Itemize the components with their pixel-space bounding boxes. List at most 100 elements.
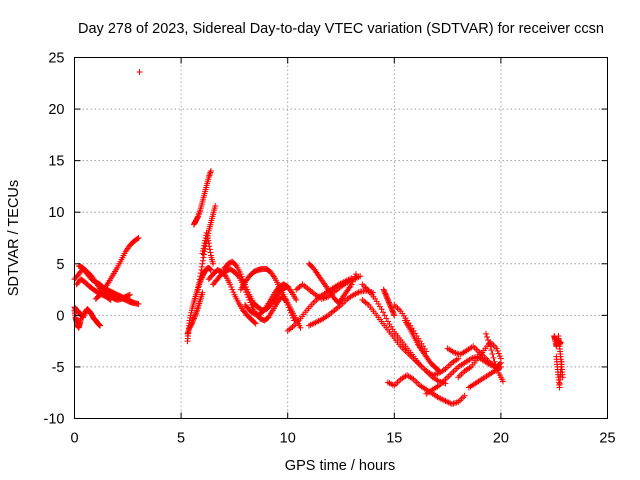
data-point-interp	[488, 347, 495, 354]
data-point-interp	[380, 309, 387, 316]
data-point	[135, 235, 142, 241]
data-point-interp	[407, 352, 414, 359]
data-point-interp	[198, 263, 205, 270]
data-point-interp	[204, 235, 211, 241]
data-point	[190, 315, 197, 322]
data-point-interp	[206, 246, 213, 253]
data-point-interp	[197, 270, 204, 277]
data-point-interp	[447, 371, 454, 378]
data-point-interp	[382, 290, 389, 297]
data-point	[455, 398, 462, 405]
data-point-interp	[196, 279, 203, 286]
data-point	[352, 271, 359, 278]
data-point-interp	[450, 400, 457, 407]
data-point-interp	[489, 351, 496, 358]
data-point	[207, 266, 214, 273]
data-point-interp	[496, 353, 503, 360]
data-point-interp	[207, 169, 214, 176]
data-point-interp	[193, 308, 200, 315]
data-point-interp	[387, 303, 394, 310]
data-point	[436, 368, 443, 375]
data-point-interp	[494, 367, 501, 374]
data-point	[455, 374, 462, 381]
data-point-interp	[198, 266, 205, 273]
data-point-interp	[192, 311, 199, 318]
data-point-interp	[381, 289, 388, 296]
plot-frame	[74, 57, 608, 419]
data-point-interp	[413, 358, 420, 365]
data-point	[131, 299, 138, 306]
data-point-interp	[383, 294, 390, 301]
data-point-interp	[383, 293, 390, 300]
data-point-interp	[492, 361, 499, 368]
data-point	[382, 291, 389, 298]
data-point-interp	[195, 283, 202, 290]
data-point-interp	[228, 283, 235, 290]
data-point	[497, 355, 504, 362]
data-point-interp	[418, 363, 425, 370]
data-point-interp	[390, 311, 397, 318]
data-point-interp	[196, 276, 203, 283]
x-tick-label: 10	[280, 431, 296, 447]
data-point-interp	[388, 304, 395, 311]
data-point-interp	[445, 373, 452, 380]
data-point-interp	[206, 171, 213, 178]
data-point	[497, 363, 504, 370]
data-point-interp	[238, 273, 245, 280]
data-point-interp	[452, 367, 459, 374]
data-point-interp	[191, 312, 198, 319]
data-point-interp	[205, 237, 212, 244]
data-point	[500, 378, 507, 385]
data-point-interp	[199, 257, 206, 264]
data-point-interp	[420, 364, 427, 371]
data-point-interp	[486, 340, 493, 347]
data-point	[455, 355, 462, 362]
y-tick-label: 0	[56, 308, 64, 324]
data-point-interp	[444, 374, 451, 381]
x-tick-label: 25	[599, 431, 615, 447]
data-point-interp	[392, 380, 399, 387]
y-axis-label: SDTVAR / TECUs	[6, 180, 22, 296]
data-point-interp	[381, 287, 388, 294]
data-point	[135, 301, 142, 308]
data-point-interp	[311, 298, 318, 305]
y-tick-label: 10	[48, 205, 64, 221]
data-point	[205, 240, 212, 247]
data-point	[199, 260, 206, 267]
data-point-interp	[389, 308, 396, 315]
data-point-interp	[460, 394, 467, 401]
data-point-interp	[194, 214, 201, 221]
data-point-interp	[388, 305, 395, 312]
data-point	[136, 68, 143, 75]
y-tick-label: 15	[48, 154, 64, 170]
data-point-interp	[190, 316, 197, 323]
y-tick-label: -5	[52, 360, 65, 376]
y-tick-label: -10	[44, 412, 65, 428]
data-point-interp	[245, 289, 252, 296]
data-point-interp	[206, 265, 213, 272]
data-point-interp	[384, 295, 391, 302]
data-point-interp	[207, 249, 214, 256]
data-point-interp	[96, 322, 103, 329]
data-point-interp	[199, 247, 206, 254]
data-point-interp	[484, 334, 491, 341]
x-tick-label: 0	[70, 431, 78, 447]
y-tick-label: 25	[48, 51, 64, 67]
data-point-interp	[456, 372, 463, 379]
data-point	[493, 345, 500, 352]
data-point-interp	[495, 350, 502, 357]
data-point-interp	[350, 276, 357, 283]
data-point	[378, 306, 385, 313]
data-point-interp	[185, 329, 192, 336]
data-point-interp	[251, 319, 258, 326]
data-point-interp	[81, 311, 88, 318]
data-point-interp	[351, 273, 358, 280]
y-tick-label: 5	[56, 257, 64, 273]
data-point-interp	[200, 245, 207, 252]
data-point	[237, 271, 244, 278]
data-point-interp	[349, 278, 356, 285]
data-points	[71, 68, 566, 408]
data-point	[559, 374, 566, 381]
data-point-interp	[234, 272, 241, 279]
data-point	[348, 281, 355, 288]
